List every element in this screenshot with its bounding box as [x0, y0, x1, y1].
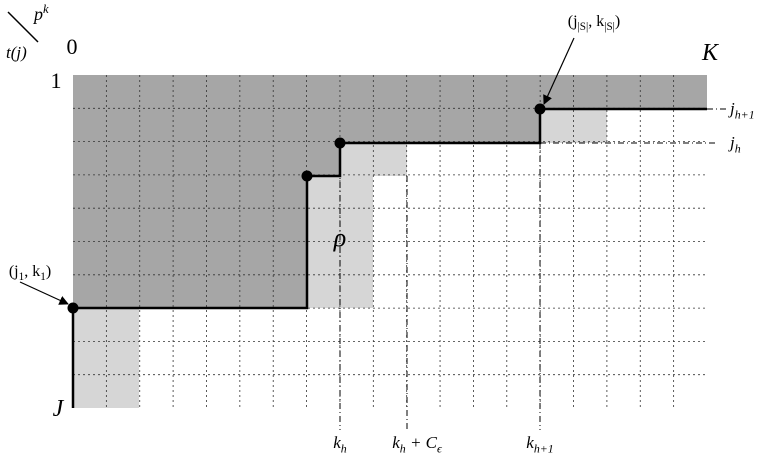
text-part: k: [526, 433, 534, 452]
text-part: j: [728, 133, 735, 152]
label: kh+1: [526, 433, 553, 455]
text-part: (j: [568, 13, 578, 30]
label: (j|S|, k|S|): [568, 13, 621, 33]
label: jh: [728, 133, 741, 155]
text-part: , k: [24, 263, 40, 280]
script: h+1: [534, 441, 554, 455]
staircase: [71, 107, 707, 408]
text-part: ρ: [333, 223, 346, 252]
text-part: k: [333, 433, 341, 452]
script: 1: [40, 271, 46, 283]
text-part: , k: [588, 13, 604, 30]
text-part: + C: [406, 433, 438, 452]
label: (j1, k1): [9, 263, 51, 283]
arrow: [19, 281, 69, 305]
points: [67, 103, 546, 314]
arrow: [543, 37, 575, 105]
text-part: K: [701, 40, 720, 66]
text-part: ): [46, 263, 51, 280]
label: t(j): [6, 43, 27, 62]
text-part: k: [392, 433, 400, 452]
script: |S|: [578, 21, 589, 33]
script: h: [341, 441, 347, 455]
text-part: j: [728, 99, 735, 118]
script: k: [43, 2, 49, 16]
label: K: [701, 40, 720, 66]
text-part: ): [615, 13, 620, 30]
label: 0: [67, 34, 78, 59]
text-part: p: [32, 4, 43, 24]
guides: [339, 108, 728, 430]
text-part: (j: [9, 263, 19, 280]
dark-region: [73, 75, 707, 308]
script: h: [735, 141, 741, 155]
script: 1: [19, 271, 25, 283]
script: h+1: [735, 107, 755, 121]
label: 1: [51, 68, 62, 93]
label: pk: [32, 2, 49, 24]
corner-divider: [7, 11, 39, 43]
label: kh + Cϵ: [392, 433, 443, 455]
script: h: [400, 441, 406, 455]
text-part: 1: [51, 68, 62, 93]
script: ϵ: [437, 441, 443, 455]
label: J: [53, 396, 65, 422]
label: ρ: [333, 223, 346, 252]
script: |S|: [604, 21, 615, 33]
text-part: 0: [67, 34, 78, 59]
label: jh+1: [728, 99, 755, 121]
label: kh: [333, 433, 347, 455]
text-part: J: [53, 396, 65, 422]
text-part: t(j): [6, 43, 27, 62]
